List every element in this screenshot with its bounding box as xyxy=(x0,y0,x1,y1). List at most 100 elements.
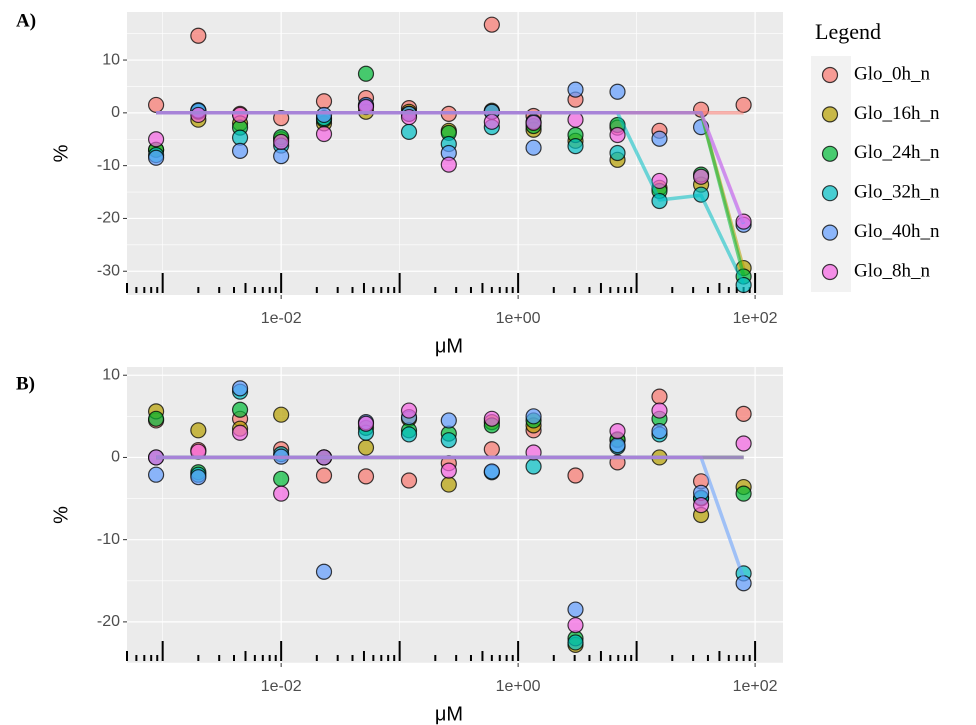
panel-label: A) xyxy=(16,10,36,31)
data-point xyxy=(609,126,626,144)
data-point xyxy=(651,402,668,419)
data-point xyxy=(273,133,290,150)
data-point xyxy=(190,422,207,439)
data-point xyxy=(231,380,249,397)
data-point xyxy=(525,139,542,156)
fit-line xyxy=(156,111,746,224)
legend-label: Glo_40h_n xyxy=(854,221,940,242)
data-point xyxy=(190,443,207,460)
data-point xyxy=(147,131,165,148)
data-point xyxy=(735,96,752,114)
data-point xyxy=(400,472,418,489)
legend-label: Glo_8h_n xyxy=(854,260,931,281)
data-point xyxy=(357,468,375,485)
data-point xyxy=(692,168,710,185)
data-point xyxy=(609,144,626,162)
data-point xyxy=(735,276,752,294)
y-tick-label: -10 xyxy=(97,157,120,174)
data-point xyxy=(315,563,333,580)
legend-label: Glo_32h_n xyxy=(854,182,940,203)
y-tick-label: -30 xyxy=(97,262,120,279)
data-point xyxy=(735,435,752,452)
legend-marker xyxy=(821,263,839,281)
x-tick-label: 1e-02 xyxy=(261,310,302,327)
data-point xyxy=(273,148,290,165)
y-tick-label: 0 xyxy=(111,104,120,121)
data-point xyxy=(190,27,207,44)
data-point xyxy=(315,467,333,484)
data-point xyxy=(483,441,500,458)
data-point xyxy=(567,634,584,651)
data-point xyxy=(400,402,418,419)
legend-marker xyxy=(821,66,839,84)
x-tick-label: 1e+00 xyxy=(496,678,541,695)
data-point xyxy=(357,415,375,432)
data-point xyxy=(692,497,710,514)
panel-background xyxy=(127,367,783,663)
data-point xyxy=(735,405,752,422)
data-point xyxy=(440,412,457,429)
data-point xyxy=(567,467,584,484)
panel-label: B) xyxy=(16,373,35,394)
data-point xyxy=(231,424,249,441)
data-point xyxy=(400,426,418,443)
data-point xyxy=(190,469,207,486)
y-tick-label: 10 xyxy=(102,51,120,68)
y-axis-label: % xyxy=(50,506,72,524)
data-point xyxy=(440,432,457,449)
data-point xyxy=(273,485,290,502)
data-point xyxy=(231,142,249,159)
data-point xyxy=(231,106,249,124)
legend-label: Glo_24h_n xyxy=(854,142,940,163)
data-point xyxy=(567,81,584,98)
data-point xyxy=(273,406,290,423)
x-tick-label: 1e+02 xyxy=(733,678,778,695)
data-point xyxy=(147,149,165,166)
data-point xyxy=(147,96,165,114)
legend-key-background xyxy=(811,56,851,292)
legend-title: Legend xyxy=(815,19,881,44)
data-point xyxy=(567,617,584,634)
data-point xyxy=(147,410,165,427)
x-axis-label: μM xyxy=(435,703,463,725)
data-point xyxy=(315,93,333,110)
data-point xyxy=(147,466,165,483)
data-point xyxy=(525,408,542,425)
data-point xyxy=(609,423,626,440)
data-point xyxy=(651,423,668,440)
legend-marker xyxy=(821,106,839,123)
x-tick-label: 1e+00 xyxy=(496,310,541,327)
data-point xyxy=(357,65,375,82)
y-tick-label: 10 xyxy=(102,366,120,383)
data-point xyxy=(525,114,542,131)
data-point xyxy=(315,106,333,124)
data-point xyxy=(567,601,584,618)
data-point xyxy=(357,439,375,456)
data-point xyxy=(609,437,626,454)
legend-marker xyxy=(821,185,839,202)
data-point xyxy=(273,470,290,487)
data-point xyxy=(651,388,668,405)
data-point xyxy=(525,458,542,475)
x-axis-label: μM xyxy=(435,335,463,357)
y-tick-label: 0 xyxy=(111,449,120,466)
data-point xyxy=(190,106,207,124)
data-point xyxy=(483,463,500,480)
legend-label: Glo_0h_n xyxy=(854,63,931,84)
data-point xyxy=(651,130,668,147)
data-point xyxy=(567,138,584,155)
data-point xyxy=(483,113,500,130)
data-point xyxy=(440,156,457,173)
legend-label: Glo_16h_n xyxy=(854,103,940,124)
data-point xyxy=(315,125,333,143)
data-point xyxy=(483,410,500,427)
y-tick-label: -10 xyxy=(97,531,120,548)
data-point xyxy=(400,123,418,140)
data-point xyxy=(483,16,500,33)
data-point xyxy=(440,476,457,493)
data-point xyxy=(440,462,457,479)
data-point xyxy=(231,401,249,418)
y-axis-label: % xyxy=(50,144,72,162)
y-tick-label: -20 xyxy=(97,613,120,630)
